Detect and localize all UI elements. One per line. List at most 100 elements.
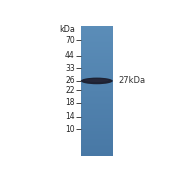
Bar (81, 111, 113, 112)
Bar (81, 48, 113, 49)
Bar (81, 125, 113, 126)
Bar (81, 60, 113, 62)
Bar (81, 136, 113, 138)
Bar (81, 119, 113, 120)
Text: 22: 22 (65, 86, 75, 95)
Bar (81, 27, 113, 28)
Bar (81, 50, 113, 51)
Text: 18: 18 (65, 98, 75, 107)
Bar (81, 107, 113, 108)
Bar (81, 87, 113, 88)
Bar (81, 56, 113, 57)
Bar (81, 97, 113, 98)
Bar (81, 82, 113, 83)
Bar (81, 134, 113, 135)
Bar (81, 138, 113, 139)
Text: 14: 14 (65, 112, 75, 121)
Bar (81, 147, 113, 148)
Ellipse shape (85, 79, 109, 82)
Bar (81, 117, 113, 118)
Bar (81, 73, 113, 75)
Bar (81, 143, 113, 144)
Bar (81, 32, 113, 33)
Bar (81, 42, 113, 43)
Text: 10: 10 (65, 125, 75, 134)
Bar (81, 66, 113, 67)
Bar (81, 140, 113, 141)
Bar (81, 88, 113, 89)
Bar (81, 133, 113, 134)
Bar (81, 62, 113, 63)
Bar (81, 31, 113, 32)
Text: 44: 44 (65, 51, 75, 60)
Bar (81, 28, 113, 29)
Bar (81, 49, 113, 50)
Bar (81, 35, 113, 37)
Bar (81, 76, 113, 77)
Bar (81, 91, 113, 92)
Bar (81, 55, 113, 56)
Bar (81, 52, 113, 53)
Text: 27kDa: 27kDa (118, 76, 145, 86)
Bar (81, 29, 113, 30)
Bar (81, 121, 113, 122)
Bar (81, 131, 113, 132)
Bar (81, 141, 113, 142)
Bar (81, 53, 113, 54)
Bar (81, 71, 113, 72)
Text: 26: 26 (65, 76, 75, 85)
Bar (81, 51, 113, 52)
Bar (81, 67, 113, 68)
Bar (81, 105, 113, 106)
Bar (81, 114, 113, 115)
Bar (81, 132, 113, 133)
Bar (81, 130, 113, 131)
Bar (81, 116, 113, 117)
Bar (81, 155, 113, 156)
Bar (81, 139, 113, 140)
Bar (81, 92, 113, 93)
Bar (81, 102, 113, 103)
Bar (81, 148, 113, 150)
Bar (81, 68, 113, 69)
Bar (81, 127, 113, 128)
Bar (81, 123, 113, 125)
Text: kDa: kDa (60, 25, 76, 34)
Bar (81, 64, 113, 65)
Bar (81, 118, 113, 119)
Bar (81, 96, 113, 97)
Bar (81, 106, 113, 107)
Bar (81, 34, 113, 35)
Bar (81, 26, 113, 27)
Bar (81, 126, 113, 127)
Bar (81, 44, 113, 45)
Bar (81, 129, 113, 130)
Bar (81, 112, 113, 113)
Bar (81, 103, 113, 104)
Bar (81, 115, 113, 116)
Bar (81, 80, 113, 81)
Bar (81, 109, 113, 111)
Bar (81, 57, 113, 58)
Bar (81, 144, 113, 145)
Bar (81, 151, 113, 152)
Bar (81, 40, 113, 41)
Ellipse shape (81, 78, 113, 84)
Bar (81, 39, 113, 40)
Bar (81, 58, 113, 59)
Bar (81, 41, 113, 42)
Bar (81, 104, 113, 105)
Bar (81, 90, 113, 91)
Bar (81, 152, 113, 153)
Bar (81, 79, 113, 80)
Bar (81, 145, 113, 146)
Bar (81, 54, 113, 55)
Bar (81, 95, 113, 96)
Bar (81, 113, 113, 114)
Bar (81, 120, 113, 121)
Bar (81, 154, 113, 155)
Bar (81, 69, 113, 70)
Bar (81, 81, 113, 82)
Bar (81, 70, 113, 71)
Bar (81, 77, 113, 78)
